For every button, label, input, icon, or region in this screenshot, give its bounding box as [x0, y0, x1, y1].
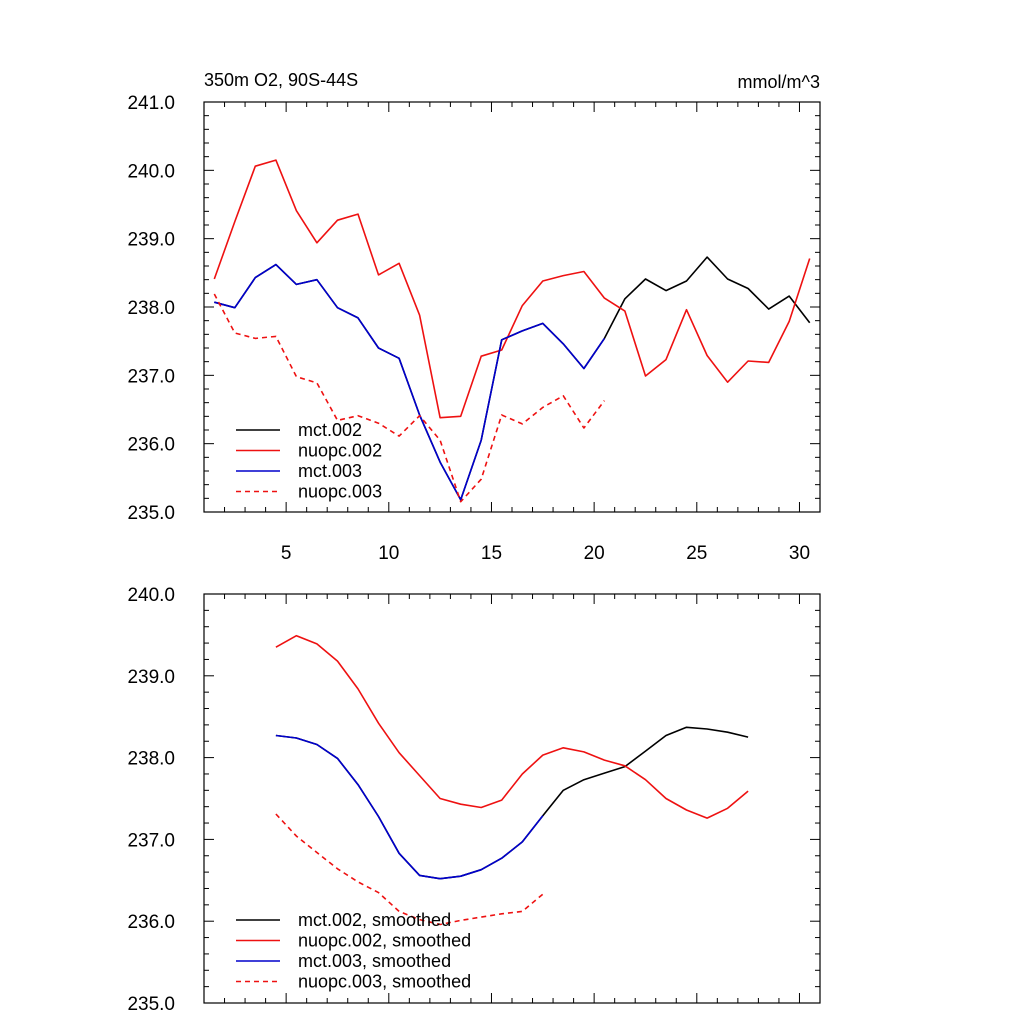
y-tick-label: 239.0 — [127, 230, 175, 251]
legend-label: mct.003, smoothed — [298, 951, 451, 971]
series-line-mct-003 — [214, 263, 606, 501]
series-line-mct-002-smoothed — [275, 726, 749, 880]
series-line-nuopc-003-smoothed — [275, 813, 544, 926]
legend-label: mct.002, smoothed — [298, 910, 451, 930]
y-tick-label: 237.0 — [127, 366, 175, 387]
y-tick-label: 240.0 — [127, 161, 175, 182]
legend-label: nuopc.002 — [298, 441, 382, 461]
plot-frame — [203, 593, 821, 1004]
x-tick-label: 15 — [481, 543, 502, 564]
x-tick-label: 5 — [281, 543, 292, 564]
chart-title: 350m O2, 90S-44S — [204, 70, 358, 90]
series-line-nuopc-002 — [213, 159, 811, 419]
y-tick-label: 238.0 — [127, 298, 175, 319]
series-line-mct-003-smoothed — [275, 734, 544, 880]
x-tick-label: 10 — [378, 543, 399, 564]
x-tick-label: 20 — [584, 543, 605, 564]
x-tick-label: 30 — [789, 543, 810, 564]
bottom-panel: 235.0 236.0 237.0 238.0 239.0 240.0 mct.002, s… — [127, 585, 821, 1015]
y-tick-label: 240.0 — [127, 585, 175, 606]
y-tick-label: 235.0 — [127, 994, 175, 1015]
y-tick-label: 239.0 — [127, 667, 175, 688]
plot-frame — [203, 101, 821, 513]
y-tick-label: 235.0 — [127, 503, 175, 524]
series-line-nuopc-003 — [213, 293, 606, 503]
y-tick-label: 238.0 — [127, 749, 175, 770]
units-label: mmol/m^3 — [738, 72, 820, 92]
legend-label: nuopc.003, smoothed — [298, 972, 471, 992]
y-tick-label: 236.0 — [127, 912, 175, 933]
series-line-nuopc-002-smoothed — [275, 634, 749, 819]
legend-label: nuopc.003 — [298, 482, 382, 502]
legend-label: nuopc.002, smoothed — [298, 931, 471, 951]
legend-label: mct.002 — [298, 420, 362, 440]
y-tick-label: 236.0 — [127, 435, 175, 456]
x-tick-label: 25 — [686, 543, 707, 564]
top-panel: 5 10 15 20 25 30 235.0 236.0 237.0 238.0 239.0 240.… — [127, 70, 821, 564]
y-tick-label: 241.0 — [127, 93, 175, 114]
legend-label: mct.003 — [298, 461, 362, 481]
y-tick-label: 237.0 — [127, 830, 175, 851]
